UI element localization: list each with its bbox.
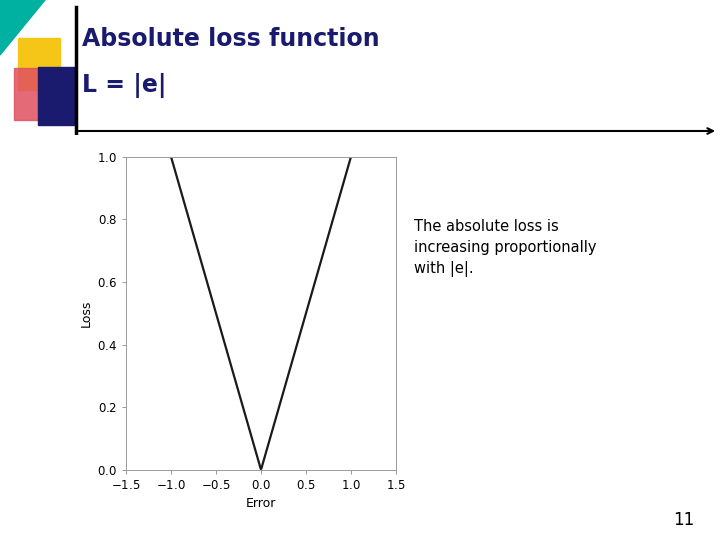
Bar xyxy=(38,67,76,125)
Bar xyxy=(14,68,52,120)
Bar xyxy=(18,38,60,90)
Text: The absolute loss is
increasing proportionally
with |e|.: The absolute loss is increasing proporti… xyxy=(414,219,596,278)
Text: 11: 11 xyxy=(673,511,695,529)
Polygon shape xyxy=(0,0,45,55)
Text: Absolute loss function: Absolute loss function xyxy=(82,27,379,51)
Y-axis label: Loss: Loss xyxy=(80,300,93,327)
X-axis label: Error: Error xyxy=(246,497,276,510)
Text: L = |e|: L = |e| xyxy=(82,73,166,98)
